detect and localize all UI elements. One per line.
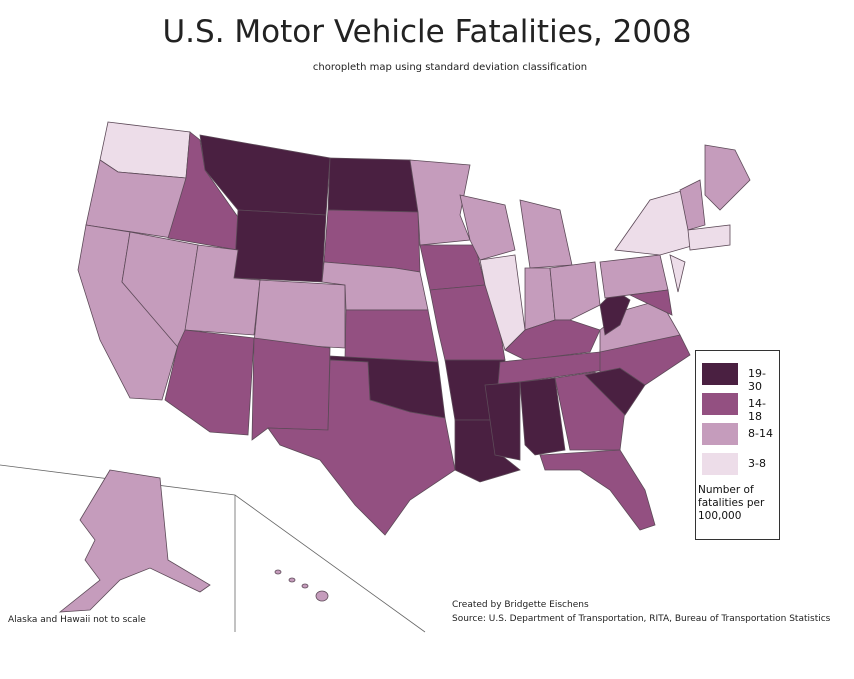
region — [274, 569, 282, 575]
region — [315, 590, 329, 602]
legend-item: 8-14 — [702, 423, 777, 445]
legend-label: 19-30 — [748, 367, 766, 393]
region — [549, 261, 601, 321]
region — [669, 254, 686, 293]
legend-swatch — [702, 453, 738, 475]
subtitle: choropleth map using standard deviation … — [312, 62, 588, 73]
region — [628, 289, 673, 316]
region — [344, 309, 439, 363]
region — [233, 209, 327, 283]
region — [484, 381, 521, 461]
region — [679, 179, 706, 231]
region — [409, 159, 471, 246]
legend: Number of fatalities per 100,000 19-30 14… — [695, 350, 780, 540]
region — [687, 224, 731, 251]
region — [539, 449, 656, 531]
region — [288, 577, 296, 583]
region — [251, 337, 331, 441]
region — [58, 469, 211, 613]
title: U.S. Motor Vehicle Fatalities, 2008 — [162, 14, 692, 50]
legend-label: 8-14 — [748, 427, 773, 440]
states — [58, 121, 751, 613]
legend-swatch — [702, 423, 738, 445]
legend-item: 19-30 — [702, 363, 777, 393]
legend-label: 14-18 — [748, 397, 766, 423]
region — [419, 244, 486, 291]
region — [253, 279, 346, 349]
region — [327, 157, 419, 213]
region — [164, 329, 255, 436]
region — [519, 377, 566, 456]
region — [267, 359, 456, 536]
region — [519, 199, 573, 269]
region — [704, 144, 751, 211]
inset-lines — [0, 464, 426, 633]
legend-item: 3-8 — [702, 453, 777, 475]
region — [301, 583, 309, 589]
region — [459, 194, 516, 261]
credit: Created by Bridgette Eischens — [452, 600, 589, 610]
region — [323, 209, 421, 273]
legend-swatch — [702, 363, 738, 385]
note: Alaska and Hawaii not to scale — [8, 615, 146, 625]
legend-item: 14-18 — [702, 393, 777, 423]
legend-title: Number of fatalities per 100,000 — [698, 484, 765, 522]
source: Source: U.S. Department of Transportatio… — [452, 614, 831, 624]
legend-label: 3-8 — [748, 457, 766, 470]
legend-swatch — [702, 393, 738, 415]
